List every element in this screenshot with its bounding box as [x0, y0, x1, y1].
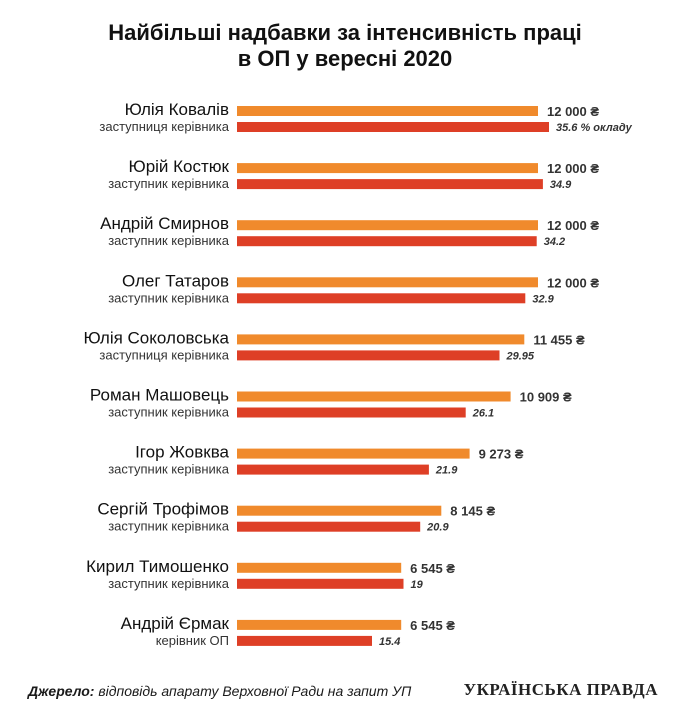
percent-bar [237, 236, 537, 247]
chart-title-line-1: Найбільші надбавки за інтенсивність прац… [108, 20, 582, 45]
amount-data-label: 12 000 ₴ [547, 104, 599, 119]
source-label: Джерело: [28, 683, 95, 699]
amount-bar [237, 220, 538, 231]
person-name-label: Сергій Трофімов [97, 500, 229, 519]
person-name-label: Кирил Тимошенко [86, 557, 229, 576]
amount-bar [237, 334, 525, 345]
amount-data-label: 9 273 ₴ [479, 447, 524, 462]
percent-data-label: 29.95 [505, 350, 534, 362]
percent-data-label: 21.9 [435, 465, 458, 477]
percent-data-label: 26.1 [472, 408, 494, 420]
amount-data-label: 12 000 ₴ [547, 161, 599, 176]
amount-bar [237, 163, 538, 174]
person-role-label: заступник керівника [108, 290, 230, 305]
person-name-label: Юлія Ковалів [125, 100, 229, 119]
person-role-label: заступник керівника [108, 519, 230, 534]
person-role-label: заступниця керівника [99, 119, 229, 134]
amount-bar [237, 619, 402, 630]
percent-data-label: 19 [411, 579, 424, 591]
percent-bar [237, 293, 526, 304]
percent-bar [237, 635, 372, 646]
percent-bar [237, 464, 429, 475]
percent-data-label: 15.4 [379, 636, 400, 648]
person-role-label: заступник керівника [108, 176, 230, 191]
person-name-label: Ігор Жовква [135, 443, 229, 462]
person-name-label: Роман Машовець [90, 386, 229, 405]
amount-bar [237, 106, 538, 116]
person-role-label: заступник керівника [108, 462, 230, 477]
amount-data-label: 11 455 ₴ [533, 332, 585, 347]
source-note: Джерело: відповідь апарату Верховної Рад… [28, 683, 411, 699]
percent-bar [237, 179, 543, 190]
amount-bar [237, 448, 470, 459]
amount-data-label: 12 000 ₴ [547, 218, 599, 233]
percent-data-label: 32.9 [532, 293, 554, 305]
amount-bar [237, 505, 442, 516]
amount-bar [237, 277, 538, 288]
percent-bar [237, 578, 404, 589]
amount-bar [237, 391, 511, 402]
person-name-label: Юрій Костюк [129, 157, 230, 176]
person-name-label: Юлія Соколовська [83, 328, 229, 347]
person-name-label: Андрій Смирнов [100, 214, 229, 233]
person-role-label: заступник керівника [108, 576, 230, 591]
person-role-label: заступник керівника [108, 405, 230, 420]
percent-bar [237, 122, 549, 132]
percent-data-label: 20.9 [426, 522, 449, 534]
person-name-label: Андрій Єрмак [121, 614, 230, 633]
percent-data-label: 34.2 [544, 236, 565, 248]
amount-data-label: 8 145 ₴ [450, 504, 495, 519]
percent-data-label: 35.6 % окладу [556, 122, 633, 134]
source-text: відповідь апарату Верховної Ради на запи… [94, 683, 412, 699]
amount-data-label: 6 545 ₴ [410, 561, 455, 576]
person-role-label: керівник ОП [156, 633, 229, 648]
chart-title-line-2: в ОП у вересні 2020 [237, 46, 453, 71]
publisher-logo: УКРАЇНСЬКА ПРАВДА [463, 680, 658, 699]
percent-data-label: 34.9 [550, 179, 572, 191]
percent-bar [237, 521, 421, 532]
person-name-label: Олег Татаров [122, 271, 229, 290]
percent-bar [237, 407, 466, 418]
amount-bar [237, 562, 402, 573]
person-role-label: заступниця керівника [99, 347, 229, 362]
person-role-label: заступник керівника [108, 233, 230, 248]
percent-bar [237, 350, 500, 361]
amount-data-label: 12 000 ₴ [547, 275, 599, 290]
amount-data-label: 10 909 ₴ [520, 390, 572, 405]
amount-data-label: 6 545 ₴ [410, 618, 455, 633]
